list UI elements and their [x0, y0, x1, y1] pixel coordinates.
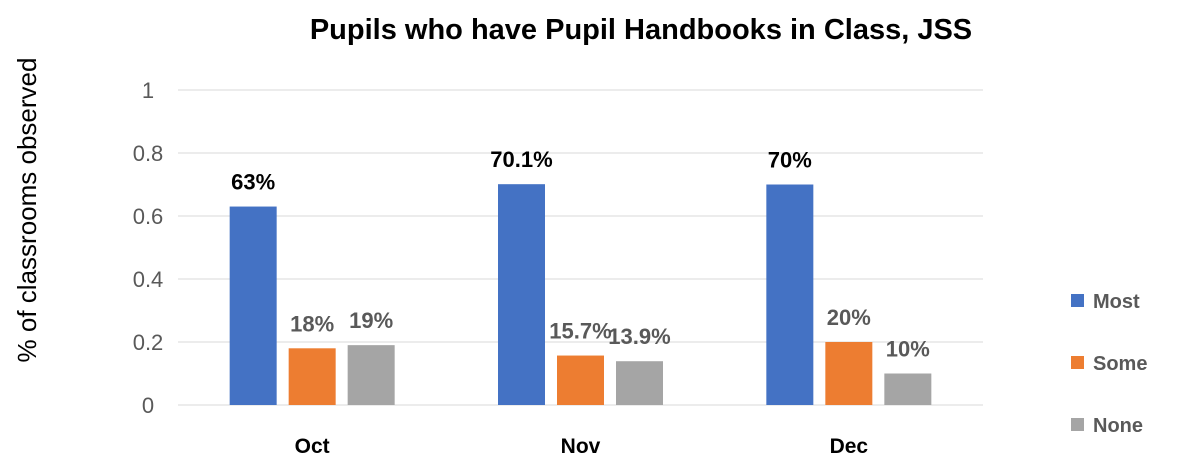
data-label-none-nov: 13.9% [608, 324, 670, 349]
y-tick-label: 0 [142, 393, 154, 418]
bars [229, 184, 932, 405]
data-label-most-dec: 70% [768, 148, 812, 173]
data-label-some-dec: 20% [827, 305, 871, 330]
legend: Most Some None [1071, 291, 1147, 437]
bar-none-nov [616, 361, 663, 405]
y-tick-label: 1 [142, 78, 154, 103]
chart-title: Pupils who have Pupil Handbooks in Class… [310, 14, 972, 46]
bar-some-oct [288, 348, 336, 405]
data-labels: 63% 18% 19% 70.1% 15.7%13.9% 70% 20% 10% [231, 147, 930, 361]
y-tick-label: 0.4 [133, 267, 164, 292]
data-label-some-oct: 18% [290, 311, 334, 336]
legend-label-some: Some [1093, 353, 1147, 375]
x-tick-label: Oct [295, 435, 330, 458]
bar-most-nov [498, 184, 545, 405]
legend-label-most: Most [1093, 291, 1140, 313]
x-tick-label: Nov [561, 435, 601, 458]
y-tick-label: 0.6 [133, 204, 164, 229]
bar-none-dec [884, 373, 932, 405]
x-tick-label: Dec [830, 435, 869, 458]
bar-some-dec [825, 342, 873, 405]
data-label-none-oct: 19% [349, 308, 393, 333]
legend-label-none: None [1093, 415, 1143, 437]
bar-most-dec [766, 184, 814, 405]
data-label-most-oct: 63% [231, 170, 275, 195]
legend-swatch-most [1071, 294, 1084, 307]
legend-swatch-none [1071, 418, 1084, 431]
data-label-most-nov: 70.1% [490, 147, 552, 172]
y-tick-label: 0.2 [133, 330, 164, 355]
y-axis-ticks: 0 0.2 0.4 0.6 0.8 1 [133, 78, 164, 418]
y-axis-label: % of classrooms observed [12, 58, 42, 363]
data-label-some-nov: 15.7% [549, 319, 611, 344]
data-label-none-dec: 10% [886, 337, 930, 362]
y-tick-label: 0.8 [133, 141, 164, 166]
legend-swatch-some [1071, 356, 1084, 369]
bar-some-nov [557, 355, 604, 405]
x-axis-ticks: Oct Nov Dec [295, 435, 869, 458]
bar-none-oct [347, 345, 395, 405]
bar-most-oct [229, 206, 277, 405]
